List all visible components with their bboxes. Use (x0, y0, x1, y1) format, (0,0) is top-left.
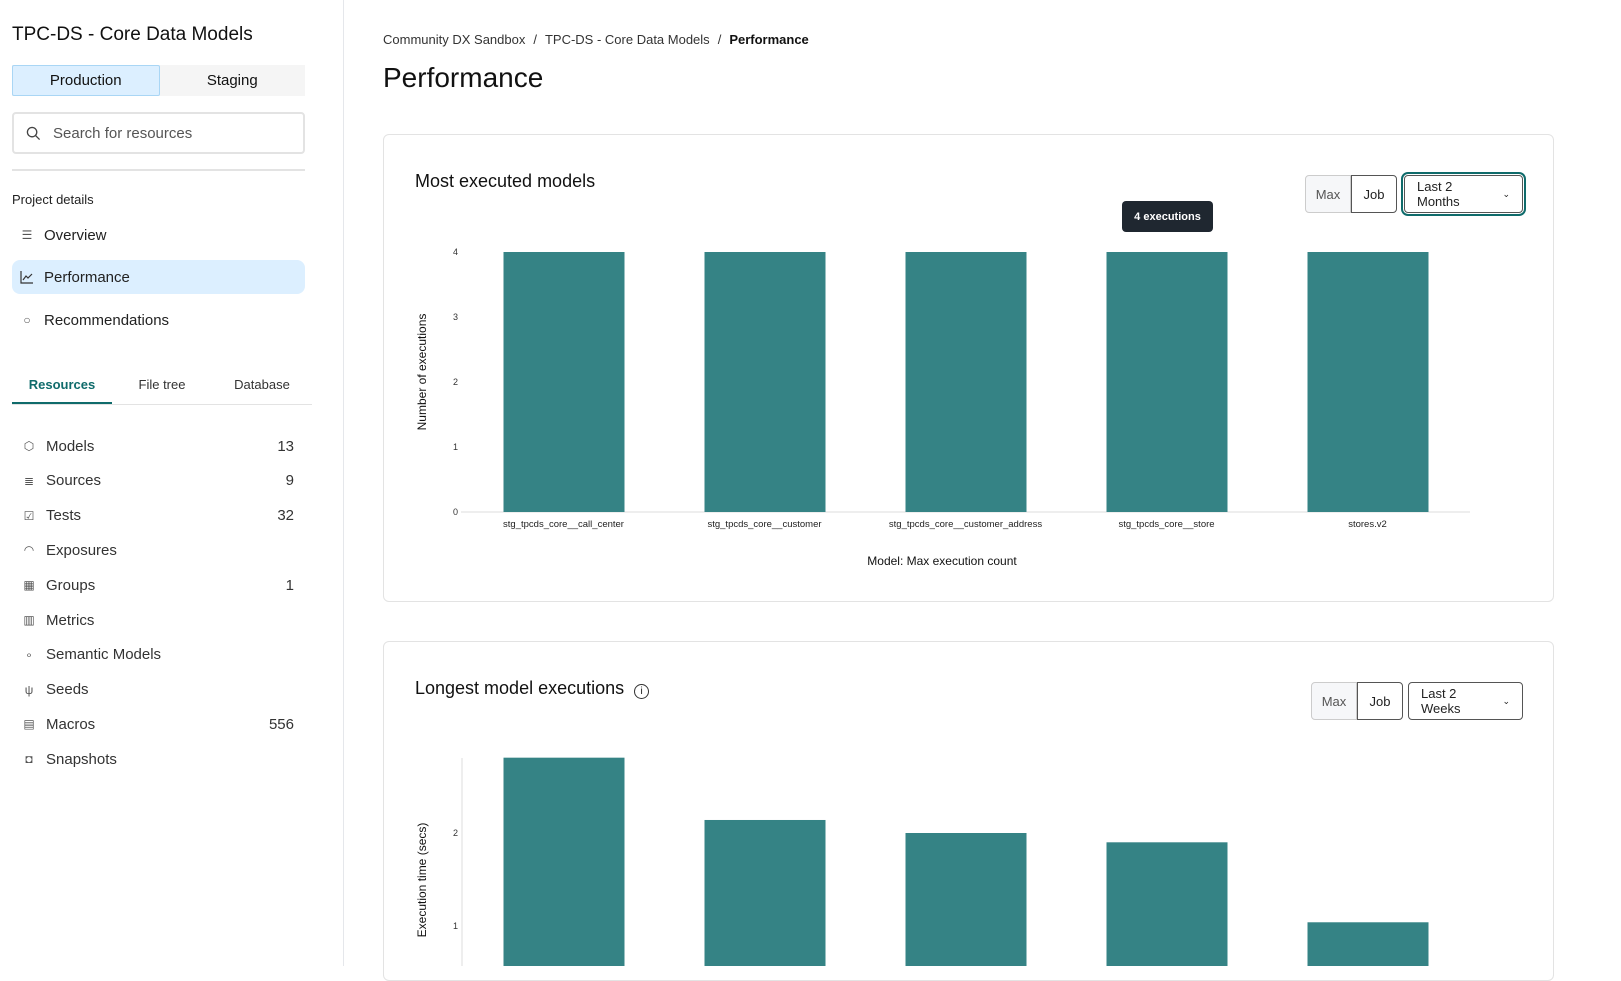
breadcrumb-current: Performance (729, 32, 809, 47)
chevron-down-icon: ⌄ (1502, 695, 1510, 706)
divider (12, 169, 305, 171)
resource-item-sources[interactable]: ≣ Sources 9 (22, 466, 294, 496)
mode-toggle: Max Job (1305, 175, 1397, 213)
resource-label: Metrics (46, 611, 95, 629)
bar-tooltip: 4 executions (1122, 201, 1213, 232)
project-title: TPC-DS - Core Data Models (12, 24, 253, 45)
job-button[interactable]: Job (1357, 682, 1403, 720)
nav-recommendations[interactable]: ○ Recommendations (12, 303, 305, 337)
document-icon: ▤ (23, 717, 35, 732)
job-button[interactable]: Job (1351, 175, 1397, 213)
resource-item-snapshots[interactable]: ◘ Snapshots (22, 744, 294, 774)
nav-label: Recommendations (44, 311, 170, 329)
search-box (12, 112, 305, 154)
resource-label: Snapshots (46, 750, 117, 768)
resource-label: Sources (46, 472, 102, 490)
chevron-down-icon: ⌄ (1502, 188, 1510, 199)
range-dropdown[interactable]: Last 2 Weeks ⌄ (1408, 682, 1523, 720)
resource-count: 32 (277, 507, 294, 525)
tab-staging[interactable]: Staging (206, 72, 258, 89)
info-icon[interactable]: i (634, 684, 650, 699)
camera-icon: ◘ (25, 752, 33, 767)
sprout-icon: ψ (24, 682, 34, 697)
range-value: Last 2 Months (1417, 179, 1460, 209)
list-icon: ☰ (21, 228, 33, 242)
grid-icon: ▦ (23, 578, 35, 593)
resource-item-macros[interactable]: ▤ Macros 556 (22, 709, 294, 739)
nodes-icon: ∘ (25, 647, 33, 662)
resource-item-tests[interactable]: ☑ Tests 32 (22, 501, 294, 531)
card-title: Most executed models (415, 171, 596, 191)
card-title: Longest model executions i (415, 678, 650, 699)
most-executed-card: Most executed models Max Job Last 2 Mont… (383, 134, 1554, 602)
nav-label: Overview (44, 226, 107, 244)
gauge-icon: ◠ (23, 543, 35, 558)
resource-item-groups[interactable]: ▦ Groups 1 (22, 570, 294, 600)
resource-tabs: Resources File tree Database (12, 370, 312, 405)
search-icon (26, 126, 41, 140)
max-button[interactable]: Max (1305, 175, 1351, 213)
range-dropdown[interactable]: Last 2 Months ⌄ (1401, 172, 1526, 216)
nav-overview[interactable]: ☰ Overview (12, 218, 305, 252)
environment-tabs: Production Staging (12, 65, 305, 96)
tab-resources[interactable]: Resources (12, 370, 112, 404)
range-value: Last 2 Weeks (1421, 686, 1461, 716)
resource-label: Semantic Models (46, 646, 162, 664)
page-title: Performance (383, 62, 544, 93)
database-icon: ≣ (23, 473, 35, 488)
breadcrumb-item[interactable]: TPC-DS - Core Data Models (544, 32, 710, 47)
section-label: Project details (12, 192, 94, 207)
resource-item-semantic-models[interactable]: ∘ Semantic Models (22, 640, 294, 670)
resource-label: Groups (46, 576, 96, 594)
lightbulb-icon: ○ (23, 313, 31, 327)
resource-item-exposures[interactable]: ◠ Exposures (22, 535, 294, 565)
resource-label: Seeds (46, 681, 89, 699)
cube-icon: ⬡ (23, 439, 35, 453)
clipboard-check-icon: ☑ (23, 508, 35, 523)
bar-chart-icon: ▥ (23, 613, 35, 627)
max-button[interactable]: Max (1311, 682, 1357, 720)
breadcrumb: Community DX Sandbox / TPC-DS - Core Data… (383, 32, 809, 47)
search-input[interactable] (53, 124, 273, 142)
longest-executions-card: Longest model executions i Max Job Last … (383, 641, 1554, 981)
resource-item-models[interactable]: ⬡ Models 13 (22, 431, 294, 461)
resource-label: Macros (46, 715, 96, 733)
tab-database[interactable]: Database (234, 377, 290, 392)
resource-label: Exposures (46, 541, 117, 559)
mode-toggle: Max Job (1311, 682, 1403, 720)
resource-label: Models (46, 437, 95, 455)
line-chart-icon (20, 270, 34, 284)
resource-count: 13 (277, 437, 294, 455)
tab-file-tree[interactable]: File tree (138, 377, 186, 392)
resource-count: 1 (285, 576, 294, 594)
tab-production[interactable]: Production (12, 65, 160, 96)
resource-item-seeds[interactable]: ψ Seeds (22, 675, 294, 705)
nav-performance[interactable]: Performance (12, 260, 305, 294)
sidebar: TPC-DS - Core Data Models Production Sta… (0, 0, 344, 966)
resource-label: Tests (46, 507, 82, 525)
resource-item-metrics[interactable]: ▥ Metrics (22, 605, 294, 635)
breadcrumb-item[interactable]: Community DX Sandbox (383, 32, 526, 47)
resource-count: 9 (285, 472, 294, 490)
resource-count: 556 (268, 715, 294, 733)
nav-label: Performance (44, 268, 130, 286)
